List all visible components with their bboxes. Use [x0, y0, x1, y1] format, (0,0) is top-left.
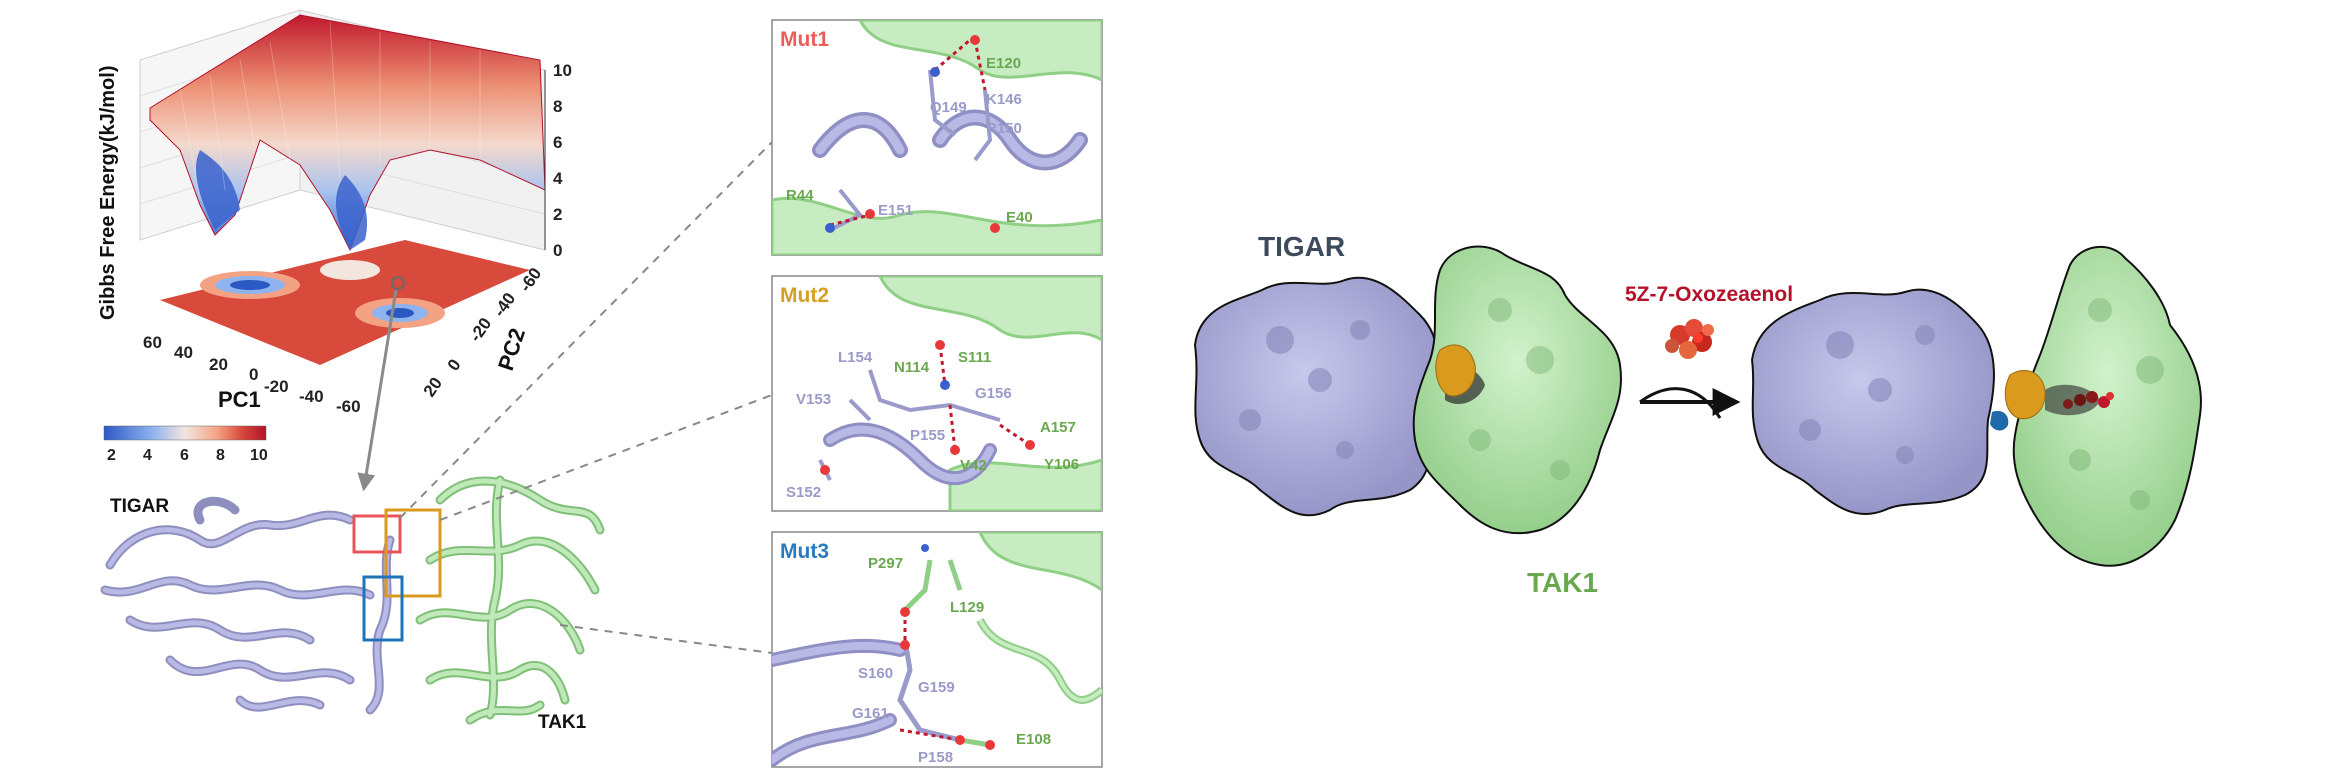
- mut3-title: Mut3: [780, 540, 829, 563]
- surface-complex-apo: TIGAR TAK1: [1193, 231, 1622, 598]
- landscape-floor: [160, 240, 530, 365]
- pc1-tick-labels: 60 40 20 0 -20 -40 -60: [143, 333, 361, 416]
- mut1-region-box: [352, 514, 402, 554]
- residue-label: Q149: [930, 99, 967, 116]
- mut3-tigar-residues: S160 G159 G161 P158: [852, 665, 955, 766]
- pc2-tick: -40: [490, 289, 520, 320]
- tigar-cartoon-label: TIGAR: [110, 496, 169, 517]
- minimum-to-structure-arrow: [357, 289, 398, 492]
- residue-label: E120: [986, 55, 1021, 72]
- mut1-title: Mut1: [780, 28, 829, 51]
- z-axis-label: Gibbs Free Energy(kJ/mol): [97, 65, 119, 320]
- tigar-surface: [1193, 276, 1440, 517]
- residue-label: G161: [852, 705, 889, 722]
- residue-label: V153: [796, 391, 831, 408]
- ligand-binding: 5Z-7-Oxozeaenol: [1625, 283, 1793, 419]
- interface-patch: [1435, 344, 1476, 397]
- residue-label: Y106: [1044, 456, 1079, 473]
- tigar-cartoon-fill: [102, 512, 393, 713]
- mut3-region-box: [362, 575, 404, 642]
- z-tick: 2: [553, 205, 562, 224]
- energy-landscape: 10 8 6 4 2 0 Gibbs Free Energy(kJ/mol) 6…: [97, 9, 572, 492]
- residue-label: P297: [868, 555, 903, 572]
- callout-lines: [399, 141, 773, 654]
- z-tick-labels: 10 8 6 4 2 0: [553, 61, 572, 260]
- interface-patch-blue: [1990, 410, 2009, 431]
- landscape-surface: [149, 14, 546, 252]
- mut2-tigar-residues: L154 V153 G156 P155 S152: [786, 349, 1012, 501]
- pc2-axis-label: PC2: [493, 325, 530, 373]
- tak1-surface-label: TAK1: [1527, 567, 1598, 598]
- colorbar-tick-labels: 2 4 6 8 10: [107, 447, 268, 464]
- residue-label: K146: [986, 91, 1022, 108]
- residue-label: R44: [786, 187, 814, 204]
- tak1-cartoon-fill: [417, 477, 603, 723]
- z-tick: 0: [553, 241, 562, 260]
- ligand-label: 5Z-7-Oxozeaenol: [1625, 283, 1793, 306]
- residue-label: G156: [975, 385, 1012, 402]
- residue-label: V42: [960, 457, 987, 474]
- z-tick: 10: [553, 61, 572, 80]
- pc1-tick: 40: [174, 343, 193, 362]
- mut2-tak1-residues: N114 S111 A157 V42 Y106: [894, 349, 1079, 474]
- tigar-surface-label: TIGAR: [1258, 231, 1345, 262]
- residue-label: L129: [950, 599, 984, 616]
- mut2-region-box: [384, 508, 442, 598]
- mut1-tigar-residues: Q149 K146 R150 E151: [878, 91, 1022, 219]
- residue-label: E108: [1016, 731, 1051, 748]
- pc1-tick: -20: [264, 377, 289, 396]
- mut3-panel: Mut3 S160 G159 G161 P158 P297 L129 E108: [771, 531, 1103, 768]
- bound-ligand: [2063, 391, 2114, 409]
- residue-label: L154: [838, 349, 873, 366]
- mut2-title: Mut2: [780, 284, 829, 307]
- residue-label: E151: [878, 202, 913, 219]
- pc1-tick: 0: [249, 365, 258, 384]
- mut2-panel: Mut2 L154 V153 G156 P155 S152 N114 S111 …: [771, 275, 1103, 512]
- residue-label: A157: [1040, 419, 1076, 436]
- tak1-cartoon-label: TAK1: [538, 712, 587, 733]
- interface-patch: [2004, 370, 2046, 420]
- colorbar-tick: 8: [216, 447, 225, 464]
- colorbar-tick: 2: [107, 447, 116, 464]
- mut1-panel: Mut1 Q149 K146 R150 E151 E120 R44 E40: [771, 19, 1103, 256]
- tak1-cartoon: [415, 475, 605, 725]
- pc1-tick: -60: [336, 397, 361, 416]
- pc1-tick: 20: [209, 355, 228, 374]
- residue-label: S152: [786, 484, 821, 501]
- cartoon-complex: TIGAR TAK1: [100, 141, 773, 733]
- z-tick: 6: [553, 133, 562, 152]
- residue-label: S160: [858, 665, 893, 682]
- pc2-tick: 0: [444, 356, 465, 375]
- surface-complex-bound: [1750, 245, 2202, 567]
- tak1-surface: [1412, 245, 1622, 535]
- pc2-tick: 20: [420, 374, 446, 400]
- pc1-tick: -40: [299, 387, 324, 406]
- pc1-tick: 60: [143, 333, 162, 352]
- tigar-surface: [1750, 288, 1995, 515]
- ligand-molecule: [1665, 319, 1714, 359]
- residue-label: S111: [958, 349, 991, 366]
- energy-minimum-marker: [391, 276, 405, 290]
- residue-label: G159: [918, 679, 955, 696]
- mut3-tak1-residues: P297 L129 E108: [868, 555, 1051, 748]
- colorbar-tick: 4: [143, 447, 152, 464]
- residue-label: P155: [910, 427, 945, 444]
- residue-label: R150: [986, 120, 1022, 137]
- pc2-tick: -20: [466, 314, 496, 345]
- mut1-tak1-residues: E120 R44 E40: [786, 55, 1033, 226]
- pc1-axis-label: PC1: [218, 387, 261, 412]
- z-tick: 4: [553, 169, 563, 188]
- z-tick: 8: [553, 97, 562, 116]
- residue-label: P158: [918, 749, 953, 766]
- residue-label: N114: [894, 359, 930, 376]
- colorbar: [103, 425, 267, 441]
- residue-label: E40: [1006, 209, 1033, 226]
- colorbar-tick: 6: [180, 447, 189, 464]
- colorbar-tick: 10: [250, 447, 268, 464]
